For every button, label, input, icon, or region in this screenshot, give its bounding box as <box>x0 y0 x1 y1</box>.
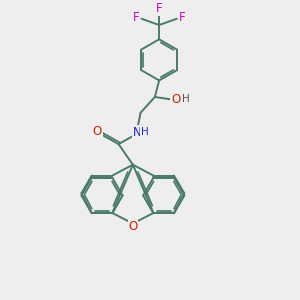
Text: O: O <box>171 93 180 106</box>
Text: O: O <box>93 125 102 138</box>
Text: N: N <box>133 126 141 139</box>
Text: O: O <box>128 220 137 233</box>
Text: F: F <box>133 11 140 24</box>
Text: H: H <box>182 94 190 104</box>
Text: F: F <box>179 11 185 24</box>
Text: H: H <box>141 128 149 137</box>
Text: F: F <box>156 2 163 15</box>
